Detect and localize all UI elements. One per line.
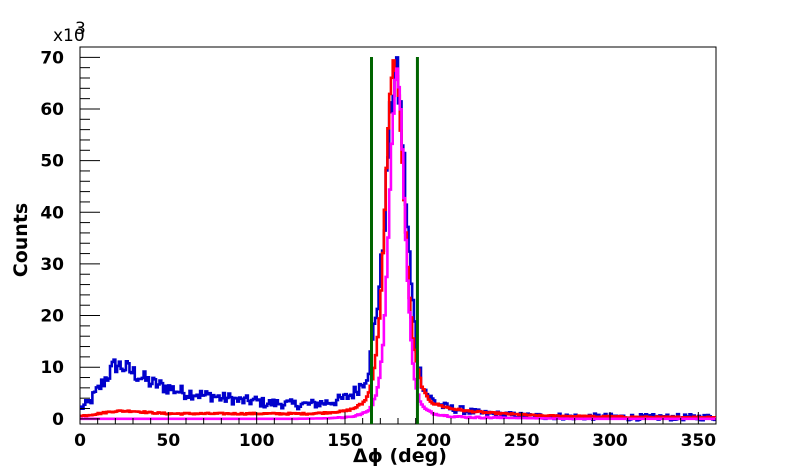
x-tick-label: 300 bbox=[592, 431, 628, 451]
x-tick-label: 100 bbox=[239, 431, 275, 451]
y-tick-label: 70 bbox=[40, 48, 64, 68]
y-tick-label: 40 bbox=[40, 203, 64, 223]
x-tick-label: 50 bbox=[156, 431, 180, 451]
y-tick-label: 60 bbox=[40, 100, 64, 120]
axis-ticks-group bbox=[79, 46, 717, 424]
histogram-series-2 bbox=[80, 59, 716, 420]
y-axis-title: Counts bbox=[10, 203, 32, 277]
x-tick-label: 150 bbox=[327, 431, 363, 451]
y-tick-label: 30 bbox=[40, 255, 64, 275]
histogram-series-1 bbox=[80, 56, 716, 422]
y-tick-label: 50 bbox=[40, 152, 64, 172]
x-tick-label: 0 bbox=[74, 431, 86, 451]
y-multiplier-exponent: 3 bbox=[75, 19, 86, 39]
histogram-series-3 bbox=[80, 67, 716, 421]
series-group bbox=[80, 56, 716, 422]
tick-labels-group: 0 10 20 30 40 50 60 70 0 50 100 150 200 250 300 350 bbox=[40, 48, 716, 451]
x-tick-label: 250 bbox=[504, 431, 540, 451]
y-tick-label: 20 bbox=[40, 307, 64, 327]
y-tick-label: 0 bbox=[52, 410, 64, 430]
cut-lines-group bbox=[370, 57, 419, 424]
x-tick-label: 200 bbox=[416, 431, 452, 451]
y-tick-label: 10 bbox=[40, 358, 64, 378]
x-tick-label: 350 bbox=[681, 431, 717, 451]
y-multiplier-label: x10 bbox=[53, 26, 85, 46]
x-axis-title: Δϕ (deg) bbox=[353, 445, 447, 467]
